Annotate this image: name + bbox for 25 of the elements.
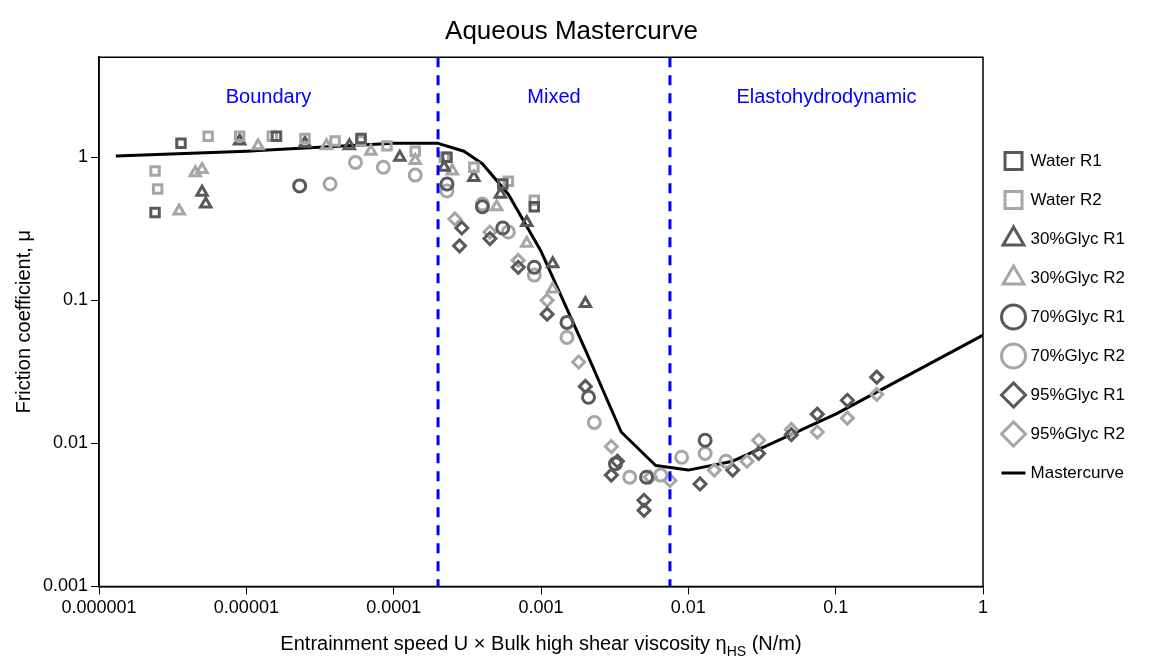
legend-label: 70%Glyc R2	[1030, 345, 1125, 365]
chart-title: Aqueous Mastercurve	[445, 14, 698, 45]
legend-label: 70%Glyc R1	[1030, 306, 1125, 326]
legend-label: Mastercurve	[1030, 462, 1125, 482]
x-tick-label: 0.00001	[213, 597, 279, 618]
y-tick-label: 0.1	[63, 289, 89, 310]
legend-label: Water R1	[1030, 150, 1102, 170]
y-tick-label: 0.001	[43, 575, 89, 596]
x-tick-label: 0.01	[670, 597, 706, 618]
y-tick-label: 0.01	[53, 432, 89, 453]
legend-label: Water R2	[1030, 189, 1102, 209]
legend-label: 30%Glyc R1	[1030, 228, 1125, 248]
y-tick-label: 1	[78, 146, 89, 167]
legend-label: 95%Glyc R1	[1030, 384, 1125, 404]
x-tick-label: 0.0001	[366, 597, 422, 618]
annotation: Boundary	[225, 84, 312, 107]
annotation: Mixed	[527, 84, 581, 107]
x-tick-label: 0.000001	[61, 597, 137, 618]
x-tick-label: 0.001	[518, 597, 564, 618]
legend-label: 30%Glyc R2	[1030, 267, 1125, 287]
x-tick-label: 1	[978, 597, 989, 618]
annotation: Elastohydrodynamic	[736, 84, 917, 107]
legend-label: 95%Glyc R2	[1030, 423, 1125, 443]
x-tick-label: 0.1	[823, 597, 849, 618]
y-axis-title: Friction coefficient, μ	[11, 230, 34, 414]
